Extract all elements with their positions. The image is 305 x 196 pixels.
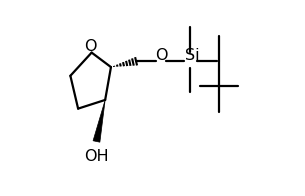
Text: OH: OH bbox=[84, 149, 109, 164]
Text: O: O bbox=[155, 48, 167, 63]
Text: O: O bbox=[84, 39, 97, 54]
Text: Si: Si bbox=[185, 48, 199, 63]
Polygon shape bbox=[93, 100, 105, 142]
